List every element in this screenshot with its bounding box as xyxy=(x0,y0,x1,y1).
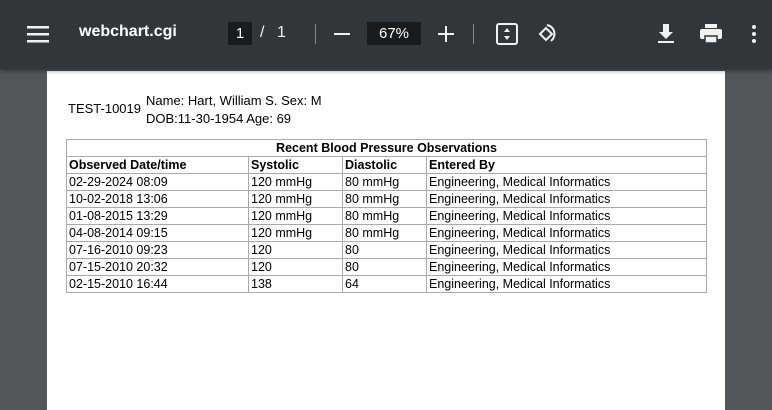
divider xyxy=(315,24,316,44)
zoom-level-input[interactable]: 67% xyxy=(367,22,421,45)
cell-diastolic: 80 mmHg xyxy=(342,190,427,208)
table-title: Recent Blood Pressure Observations xyxy=(66,139,707,157)
download-icon[interactable] xyxy=(655,22,677,46)
cell-date: 01-08-2015 13:29 xyxy=(66,207,249,225)
divider xyxy=(473,24,474,44)
cell-entered-by: Engineering, Medical Informatics xyxy=(426,275,707,293)
document-title: webchart.cgi xyxy=(79,23,177,40)
cell-diastolic: 80 xyxy=(342,241,427,259)
pdf-toolbar: webchart.cgi 1 / 1 67% xyxy=(0,0,772,69)
cell-diastolic: 80 mmHg xyxy=(342,173,427,191)
cell-entered-by: Engineering, Medical Informatics xyxy=(426,224,707,242)
col-header-entered-by: Entered By xyxy=(426,156,707,174)
col-header-diastolic: Diastolic xyxy=(342,156,427,174)
cell-date: 04-08-2014 09:15 xyxy=(66,224,249,242)
cell-diastolic: 64 xyxy=(342,275,427,293)
table-row: 10-02-2018 13:06 120 mmHg 80 mmHg Engineeri… xyxy=(66,190,707,208)
cell-diastolic: 80 xyxy=(342,258,427,276)
rotate-icon[interactable] xyxy=(533,21,559,47)
page-number-input[interactable]: 1 xyxy=(228,22,252,45)
col-header-systolic: Systolic xyxy=(248,156,343,174)
fit-page-icon[interactable] xyxy=(495,22,519,46)
cell-entered-by: Engineering, Medical Informatics xyxy=(426,173,707,191)
cell-date: 02-29-2024 08:09 xyxy=(66,173,249,191)
blood-pressure-table: Recent Blood Pressure Observations Obser… xyxy=(66,139,707,293)
cell-diastolic: 80 mmHg xyxy=(342,224,427,242)
cell-systolic: 120 mmHg xyxy=(248,207,343,225)
table-row: 07-16-2010 09:23 120 80 Engineering, Medica… xyxy=(66,241,707,259)
table-row: 04-08-2014 09:15 120 mmHg 80 mmHg Engineeri… xyxy=(66,224,707,242)
cell-entered-by: Engineering, Medical Informatics xyxy=(426,207,707,225)
cell-entered-by: Engineering, Medical Informatics xyxy=(426,241,707,259)
cell-entered-by: Engineering, Medical Informatics xyxy=(426,258,707,276)
table-row: 02-29-2024 08:09 120 mmHg 80 mmHg Engineeri… xyxy=(66,173,707,191)
zoom-in-icon[interactable] xyxy=(435,22,457,46)
patient-name-line: Name: Hart, William S. Sex: M xyxy=(146,93,322,108)
cell-systolic: 138 xyxy=(248,275,343,293)
patient-id: TEST-10019 xyxy=(68,101,141,116)
cell-diastolic: 80 mmHg xyxy=(342,207,427,225)
cell-systolic: 120 mmHg xyxy=(248,190,343,208)
patient-info: Name: Hart, William S. Sex: M DOB:11-30-… xyxy=(146,92,322,128)
page-separator: / xyxy=(260,24,265,41)
menu-icon[interactable] xyxy=(26,22,50,46)
col-header-date: Observed Date/time xyxy=(66,156,249,174)
more-icon[interactable] xyxy=(746,22,762,46)
cell-date: 07-16-2010 09:23 xyxy=(66,241,249,259)
table-row: 07-15-2010 20:32 120 80 Engineering, Medica… xyxy=(66,258,707,276)
pdf-page: TEST-10019 Name: Hart, William S. Sex: M… xyxy=(47,71,725,410)
cell-entered-by: Engineering, Medical Informatics xyxy=(426,190,707,208)
cell-systolic: 120 xyxy=(248,258,343,276)
cell-systolic: 120 mmHg xyxy=(248,173,343,191)
page-total: 1 xyxy=(277,24,286,41)
print-icon[interactable] xyxy=(699,22,723,46)
table-row: 02-15-2010 16:44 138 64 Engineering, Medica… xyxy=(66,275,707,293)
table-row: 01-08-2015 13:29 120 mmHg 80 mmHg Engineeri… xyxy=(66,207,707,225)
cell-date: 02-15-2010 16:44 xyxy=(66,275,249,293)
zoom-out-icon[interactable] xyxy=(331,22,353,46)
patient-dob-line: DOB:11-30-1954 Age: 69 xyxy=(146,111,292,126)
cell-systolic: 120 xyxy=(248,241,343,259)
cell-date: 10-02-2018 13:06 xyxy=(66,190,249,208)
cell-systolic: 120 mmHg xyxy=(248,224,343,242)
cell-date: 07-15-2010 20:32 xyxy=(66,258,249,276)
